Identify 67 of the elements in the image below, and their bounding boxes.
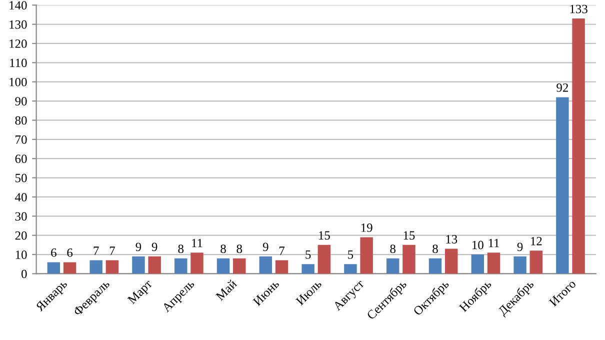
y-tick-label: 110 — [10, 58, 27, 68]
data-label: 8 — [178, 244, 184, 254]
bar — [106, 260, 119, 274]
bar — [530, 250, 543, 274]
bar — [90, 260, 102, 274]
bar — [318, 244, 331, 274]
bar — [428, 258, 442, 274]
bar — [259, 256, 272, 274]
data-label: 5 — [306, 250, 311, 259]
y-tick-label: 140 — [10, 1, 27, 10]
data-label: 9 — [152, 242, 158, 252]
bar — [572, 18, 585, 274]
data-label: 15 — [404, 231, 415, 240]
y-tick-label: 80 — [15, 116, 27, 125]
data-label: 6 — [67, 248, 73, 257]
data-label: 11 — [488, 238, 500, 248]
data-label: 92 — [556, 83, 568, 92]
y-tick-label: 50 — [16, 174, 27, 182]
y-tick-label: 0 — [22, 270, 27, 278]
bar — [402, 244, 416, 274]
bar — [444, 248, 458, 274]
data-label: 9 — [517, 242, 523, 252]
data-label: 133 — [570, 4, 588, 14]
y-tick-label: 20 — [15, 231, 27, 240]
data-label: 10 — [472, 240, 484, 250]
bar — [148, 256, 161, 274]
data-label: 6 — [51, 248, 56, 257]
data-label: 8 — [220, 244, 226, 254]
y-tick-label: 60 — [15, 154, 27, 164]
y-tick-label: 120 — [10, 39, 27, 48]
data-label: 8 — [236, 244, 242, 254]
data-label: 8 — [432, 244, 438, 254]
bar — [514, 256, 526, 274]
data-label: 12 — [530, 236, 542, 246]
data-label: 19 — [361, 224, 372, 232]
bar — [487, 252, 500, 274]
y-tick-label: 70 — [16, 135, 27, 144]
bar — [275, 260, 288, 274]
bar — [190, 252, 204, 274]
bar — [556, 97, 569, 274]
bar — [63, 262, 76, 274]
y-tick-label: 40 — [15, 192, 27, 202]
bar — [174, 258, 188, 274]
data-label: 9 — [262, 242, 268, 252]
bar — [233, 258, 246, 274]
y-tick-label: 30 — [15, 212, 27, 221]
bar — [216, 258, 230, 274]
bar — [360, 237, 373, 274]
bar — [302, 264, 314, 274]
bar — [344, 264, 357, 274]
data-label: 11 — [192, 238, 202, 248]
data-label: 7 — [94, 246, 99, 255]
data-label: 8 — [390, 244, 396, 254]
bar — [47, 262, 60, 274]
data-label: 15 — [319, 231, 330, 240]
data-label: 9 — [136, 242, 142, 252]
data-label: 13 — [446, 235, 458, 244]
data-label: 7 — [110, 246, 115, 255]
data-label: 7 — [279, 246, 285, 255]
data-label: 5 — [348, 250, 354, 259]
y-tick-label: 130 — [10, 20, 27, 29]
y-tick-label: 90 — [15, 97, 27, 106]
bar — [386, 258, 400, 274]
bar — [132, 256, 145, 274]
y-tick-label: 100 — [10, 78, 27, 86]
bar — [471, 254, 484, 274]
y-tick-label: 10 — [16, 250, 27, 259]
